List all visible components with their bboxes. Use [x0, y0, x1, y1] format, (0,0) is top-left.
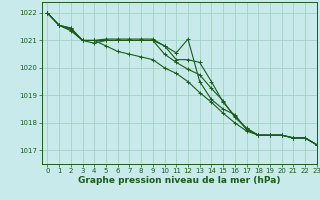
X-axis label: Graphe pression niveau de la mer (hPa): Graphe pression niveau de la mer (hPa) [78, 176, 280, 185]
